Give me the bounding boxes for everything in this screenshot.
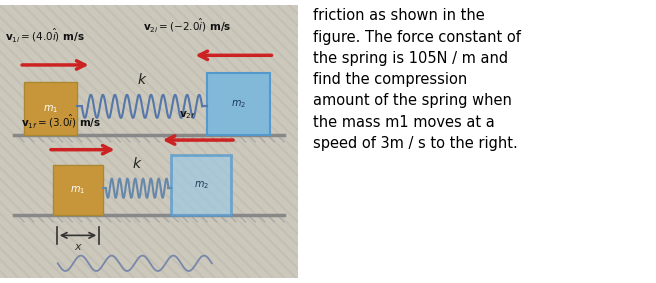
Text: $k$: $k$	[137, 72, 147, 87]
Text: $m_2$: $m_2$	[231, 98, 246, 110]
Text: $\mathbf{v}_{1i}=(4.0\hat{i})$ m/s: $\mathbf{v}_{1i}=(4.0\hat{i})$ m/s	[5, 26, 85, 44]
Text: $\mathbf{v}_{2f}$: $\mathbf{v}_{2f}$	[179, 109, 196, 121]
Text: $k$: $k$	[132, 156, 142, 171]
Bar	[24, 82, 77, 135]
Text: $x$: $x$	[73, 242, 83, 252]
Bar	[207, 73, 270, 135]
Bar	[53, 165, 103, 215]
Text: $m_1$: $m_1$	[43, 103, 58, 115]
Text: $m_1$: $m_1$	[70, 184, 85, 196]
Text: $m_2$: $m_2$	[194, 179, 209, 191]
Bar	[171, 155, 231, 215]
Text: $\mathbf{v}_{1f}=(3.0\hat{i})$ m/s: $\mathbf{v}_{1f}=(3.0\hat{i})$ m/s	[21, 113, 102, 130]
Text: friction as shown in the
figure. The force constant of
the spring is 105N / m an: friction as shown in the figure. The for…	[313, 8, 521, 151]
Text: $\mathbf{v}_{2i}=(-2.0\hat{i})$ m/s: $\mathbf{v}_{2i}=(-2.0\hat{i})$ m/s	[142, 16, 231, 34]
